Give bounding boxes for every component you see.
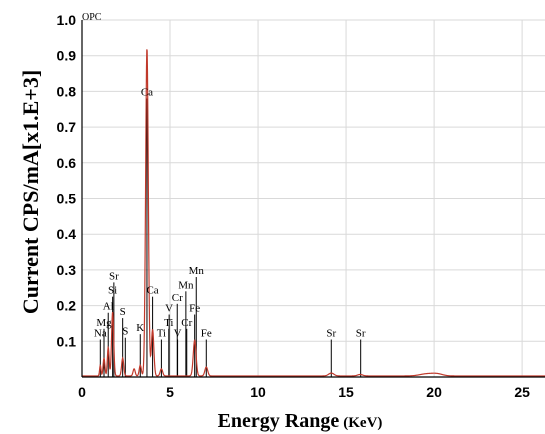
x-axis-unit: (KeV) [343,415,382,431]
element-label: K [136,322,144,334]
x-tick-label: 5 [166,384,174,400]
element-label: Si [108,285,117,297]
element-label: Cr [181,317,192,329]
element-label: Cr [172,292,183,304]
x-tick-labels: 0 5 10 15 20 25 [78,384,530,400]
y-tick-label: 0.8 [57,83,77,99]
element-label: Fe [189,303,200,315]
y-tick-label: 1.0 [57,12,77,28]
x-axis-label: Energy Range [218,410,340,432]
element-label: Sr [356,328,366,340]
chart-title: OPC [82,12,102,23]
y-tick-label: 0.5 [57,191,77,207]
element-label: V [165,303,173,315]
element-label: S [120,306,126,318]
y-axis-label: Current CPS/mA[x1.E+3] [18,70,43,314]
element-label: Sr [326,328,336,340]
element-label: Mn [178,279,194,291]
element-label: V [174,328,182,340]
y-tick-label: 0.2 [57,298,77,314]
axes [81,20,545,378]
element-label: Ca [141,87,153,99]
element-label: Mg [96,317,112,329]
element-label: Ti [164,317,173,329]
y-tick-label: 0.6 [57,155,77,171]
x-tick-label: 25 [514,384,530,400]
x-tick-label: 0 [78,384,86,400]
y-tick-labels: 0.1 0.2 0.3 0.4 0.5 0.6 0.7 0.8 0.9 1.0 [57,12,77,349]
x-tick-label: 20 [426,384,442,400]
y-tick-label: 0.1 [57,333,77,349]
element-label: Al [103,301,114,313]
y-tick-label: 0.7 [57,119,77,135]
element-label: Ti [157,328,166,340]
element-label: Fe [201,328,212,340]
x-tick-label: 15 [338,384,354,400]
element-label: S [122,326,128,338]
element-label: Ca [146,285,158,297]
spectrum-line [82,49,545,377]
element-label: Mn [189,265,205,277]
y-tick-label: 0.3 [57,262,77,278]
element-label: Sr [109,270,119,282]
y-tick-label: 0.9 [57,48,77,64]
x-axis-label-group: Energy Range (KeV) [218,410,383,432]
element-marker-lines [99,98,362,377]
y-tick-label: 0.4 [57,226,77,242]
grid [82,19,545,377]
element-label: Na [94,328,107,340]
x-tick-label: 10 [250,384,266,400]
